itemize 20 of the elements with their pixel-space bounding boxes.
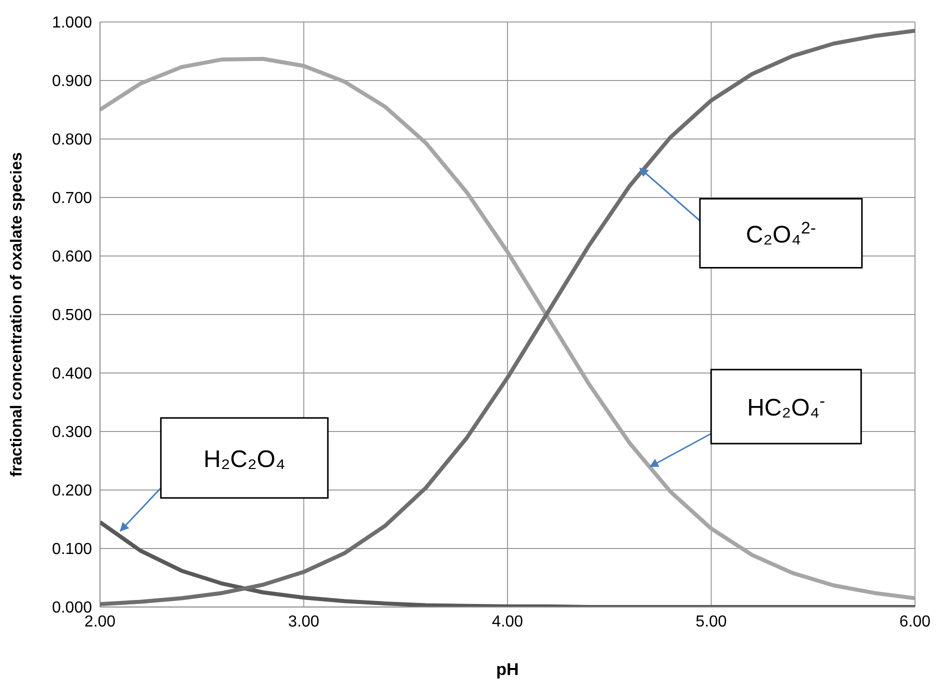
y-tick-label: 0.600 <box>52 248 92 266</box>
y-tick-label: 0.900 <box>52 73 92 90</box>
y-tick-label: 0.800 <box>52 132 92 149</box>
annotation: C₂O₄$^{2-}$ <box>746 218 816 248</box>
x-tick-label: 5.00 <box>696 613 727 630</box>
y-tick-label: 0.100 <box>52 541 92 558</box>
annotation: HC₂O₄$^{-}$ <box>747 391 826 422</box>
y-tick-label: 1.000 <box>52 14 92 32</box>
x-tick-label: 2.00 <box>84 613 116 630</box>
x-axis-title: pH <box>496 660 519 679</box>
y-tick-label: 0.400 <box>52 366 92 383</box>
y-tick-label: 0.500 <box>52 307 92 324</box>
annotation: H₂C₂O₄ <box>203 446 286 473</box>
y-tick-label: 0.700 <box>52 190 92 208</box>
x-tick-label: 6.00 <box>899 613 931 630</box>
x-tick-label: 3.00 <box>288 613 320 630</box>
y-tick-label: 0.300 <box>52 424 92 442</box>
y-tick-label: 0.200 <box>52 482 92 500</box>
x-tick-label: 4.00 <box>492 613 524 630</box>
y-axis-title: fractional concentration of oxalate species <box>8 152 26 477</box>
